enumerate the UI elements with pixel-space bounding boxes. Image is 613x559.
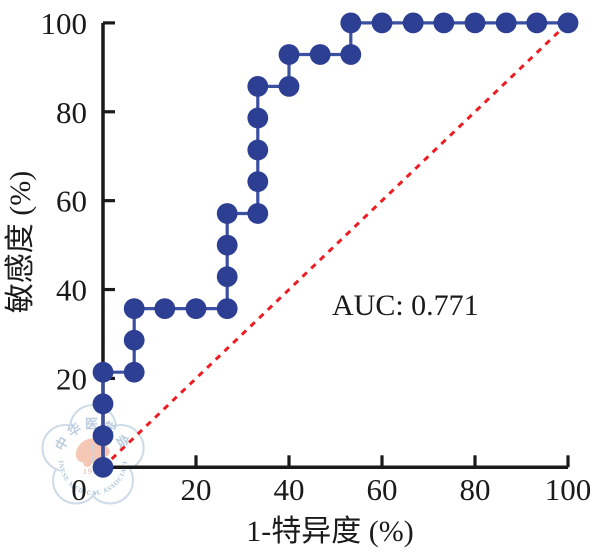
roc-point: [247, 203, 269, 224]
roc-point: [247, 171, 269, 193]
y-tick-label: 80: [56, 95, 87, 130]
roc-point: [123, 329, 145, 351]
roc-point: [495, 12, 517, 34]
roc-point: [340, 44, 362, 65]
x-tick-label: 40: [274, 472, 305, 507]
x-tick-label: 60: [367, 472, 398, 507]
x-tick-label: 100: [545, 472, 592, 507]
roc-point: [216, 203, 238, 224]
watermark-year-text: 1915: [83, 467, 103, 476]
y-tick-label: 20: [56, 361, 87, 396]
roc-point: [433, 12, 455, 34]
roc-point: [278, 44, 300, 65]
roc-point: [309, 44, 331, 65]
roc-point: [92, 425, 114, 447]
roc-point: [216, 298, 238, 319]
roc-point: [247, 76, 269, 97]
roc-point: [247, 107, 269, 129]
y-tick-label: 60: [56, 184, 87, 219]
chance-diagonal-line: [101, 21, 570, 469]
roc-point: [154, 298, 176, 319]
roc-point: [123, 298, 145, 319]
roc-point: [278, 76, 300, 97]
roc-point: [464, 12, 486, 34]
y-tick-label: 100: [41, 6, 88, 41]
roc-point: [92, 393, 114, 415]
roc-point: [371, 12, 393, 34]
roc-point: [216, 234, 238, 256]
roc-point: [92, 456, 114, 478]
roc-markers: [92, 12, 579, 478]
roc-point: [216, 266, 238, 288]
roc-point: [247, 139, 269, 161]
roc-point: [340, 12, 362, 34]
x-axis-ticks: 0 20 40 60 80 100: [71, 455, 591, 507]
x-axis-label: 1-特异度 (%): [246, 515, 413, 548]
y-axis-label: 敏感度 (%): [4, 171, 37, 313]
x-tick-label: 80: [460, 472, 491, 507]
x-tick-label: 0: [71, 472, 87, 507]
auc-annotation: AUC: 0.771: [332, 289, 479, 322]
roc-point: [557, 12, 579, 34]
y-axis-ticks: 20 40 60 80 100: [41, 6, 115, 396]
roc-point: [526, 12, 548, 34]
y-tick-label: 40: [56, 273, 87, 308]
roc-point: [123, 361, 145, 383]
roc-point: [92, 361, 114, 383]
roc-point: [185, 298, 207, 319]
roc-point: [402, 12, 424, 34]
x-tick-label: 20: [181, 472, 212, 507]
